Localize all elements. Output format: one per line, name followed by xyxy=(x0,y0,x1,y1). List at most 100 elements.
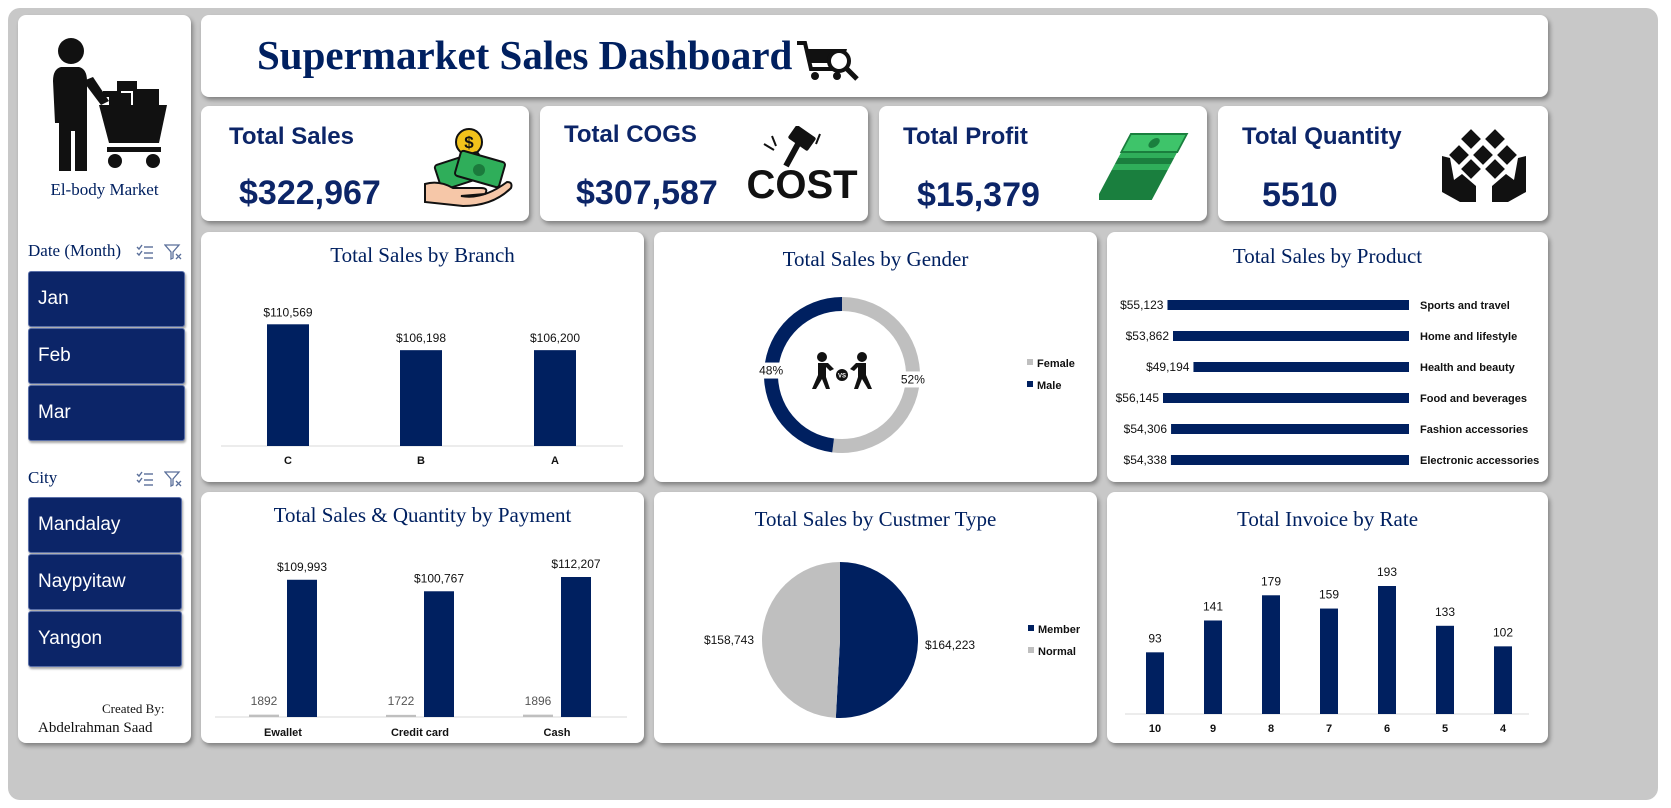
tick-label: 6 xyxy=(1384,723,1390,735)
kpi-value: $307,587 xyxy=(576,174,718,212)
created-by-label: Created By: xyxy=(102,701,165,716)
chart-title: Total Sales by Custmer Type xyxy=(754,507,997,531)
slicer-item-mar[interactable]: Mar xyxy=(28,385,185,441)
tick-label: A xyxy=(551,455,559,467)
tick-label: Cash xyxy=(544,727,571,739)
data-label: 159 xyxy=(1319,588,1339,602)
tick-label: Food and beverages xyxy=(1420,393,1527,405)
data-label: 1722 xyxy=(388,694,415,708)
tick-label: C xyxy=(284,455,292,467)
donut-slice xyxy=(832,297,920,453)
slicer-item-feb[interactable]: Feb xyxy=(28,328,185,384)
kpi-value: 5510 xyxy=(1262,176,1338,214)
kpi-label: Total COGS xyxy=(564,121,697,148)
rate-bar-chart: 93 10 141 9 179 8 159 7 193 6 133 5 102 4 xyxy=(1125,565,1529,735)
chart-branch: Total Sales by Branch $110,569 C $106,198 B… xyxy=(201,232,644,482)
bar xyxy=(1170,455,1409,465)
tick-label: Credit card xyxy=(391,727,449,739)
legend-entry: Member xyxy=(1038,624,1081,636)
data-label-bg xyxy=(897,371,928,388)
chart-gender: Total Sales by Gender 52% 48% Female Male V… xyxy=(654,232,1097,482)
versus-fighters-icon: VS xyxy=(812,352,872,389)
data-label-bg xyxy=(756,362,787,379)
kpi-value: $15,379 xyxy=(917,176,1040,214)
header: Supermarket Sales Dashboard xyxy=(201,15,1548,97)
slicer-item-mandalay[interactable]: Mandalay xyxy=(28,497,182,553)
pie-slice xyxy=(835,562,919,718)
chart-payment: Total Sales & Quantity by Payment 1892 $1… xyxy=(201,492,644,743)
chart-title: Total Sales by Branch xyxy=(330,243,515,267)
data-label: $106,198 xyxy=(396,331,446,345)
gender-donut-chart: 52% 48% Female Male VS xyxy=(756,297,1075,453)
data-label: $55,123 xyxy=(1120,298,1164,312)
kpi-total-cogs: Total COGS $307,587 COST xyxy=(540,106,868,221)
customer-pie-chart: $164,223 $158,743 Member Normal xyxy=(704,562,1081,718)
data-label: 133 xyxy=(1435,605,1455,619)
boxes-hands-icon xyxy=(1442,129,1526,202)
bar xyxy=(1146,652,1164,714)
date-slicer-title: Date (Month) xyxy=(28,241,122,260)
tick-label: Sports and travel xyxy=(1420,300,1510,312)
bar xyxy=(267,324,309,446)
dashboard-frame: El-body Market Date (Month) Jan Feb Mar … xyxy=(8,8,1658,800)
brand-name: El-body Market xyxy=(50,180,159,199)
data-label: $54,306 xyxy=(1124,422,1168,436)
data-label: 102 xyxy=(1493,625,1513,639)
clear-filter-icon[interactable] xyxy=(164,471,182,487)
tick-label: Fashion accessories xyxy=(1420,424,1528,436)
clear-filter-icon[interactable] xyxy=(164,244,182,260)
kpi-value: $322,967 xyxy=(239,174,381,212)
data-label: $109,993 xyxy=(277,560,327,574)
branch-bar-chart: $110,569 C $106,198 B $106,200 A xyxy=(221,305,623,467)
bar xyxy=(1320,608,1338,714)
bar xyxy=(523,714,553,717)
bar xyxy=(1193,362,1409,372)
sidebar: El-body Market Date (Month) Jan Feb Mar … xyxy=(18,15,191,743)
data-label: 52% xyxy=(901,372,925,386)
legend-entry: Female xyxy=(1037,358,1075,370)
money-hand-icon: $ xyxy=(424,128,513,208)
legend-entry: Normal xyxy=(1038,646,1076,658)
bar xyxy=(287,579,317,717)
payment-bar-chart: 1892 $109,993 Ewallet 1722 $100,767 Credit ca… xyxy=(215,557,627,739)
data-label: $53,862 xyxy=(1126,329,1170,343)
multiselect-icon[interactable] xyxy=(136,471,154,487)
pie-slice xyxy=(762,562,840,718)
bar xyxy=(1262,595,1280,714)
slicer-item-jan[interactable]: Jan xyxy=(28,271,185,327)
slicer-item-yangon[interactable]: Yangon xyxy=(28,611,182,667)
chart-title: Total Sales by Gender xyxy=(782,247,969,271)
bar xyxy=(1204,620,1222,714)
data-label: 141 xyxy=(1203,599,1223,613)
legend-swatch xyxy=(1027,359,1033,365)
data-label: $164,223 xyxy=(925,638,975,652)
tick-label: 9 xyxy=(1210,723,1216,735)
tick-label: 4 xyxy=(1500,723,1507,735)
kpi-total-profit: Total Profit $15,379 xyxy=(879,106,1207,221)
svg-text:VS: VS xyxy=(838,374,846,380)
chart-title: Total Invoice by Rate xyxy=(1236,507,1419,531)
data-label: 1896 xyxy=(525,694,552,708)
product-bar-chart: $55,123 Sports and travel $53,862 Home and … xyxy=(1116,298,1540,467)
data-label: $56,145 xyxy=(1116,391,1160,405)
data-label: $112,207 xyxy=(551,557,600,571)
tick-label: Home and lifestyle xyxy=(1420,331,1517,343)
author-name: Abdelrahman Saad xyxy=(38,720,153,736)
legend-swatch xyxy=(1028,647,1034,653)
slicer-item-naypyitaw[interactable]: Naypyitaw xyxy=(28,554,182,610)
chart-title: Total Sales & Quantity by Payment xyxy=(273,503,572,527)
svg-text:$: $ xyxy=(464,133,474,152)
data-label: 48% xyxy=(759,364,783,378)
legend-entry: Male xyxy=(1037,380,1061,392)
tick-label: B xyxy=(417,455,425,467)
kpi-total-quantity: Total Quantity 5510 xyxy=(1218,106,1548,221)
kpi-label: Total Quantity xyxy=(1242,123,1402,150)
chart-rate: Total Invoice by Rate 93 10 141 9 179 8 159 7 19… xyxy=(1107,492,1548,743)
data-label: 93 xyxy=(1148,631,1162,645)
bar xyxy=(400,350,442,446)
tick-label: 5 xyxy=(1442,723,1448,735)
data-label: $158,743 xyxy=(704,633,754,647)
data-label: 179 xyxy=(1261,574,1281,588)
multiselect-icon[interactable] xyxy=(136,244,154,260)
bar xyxy=(1167,300,1409,310)
